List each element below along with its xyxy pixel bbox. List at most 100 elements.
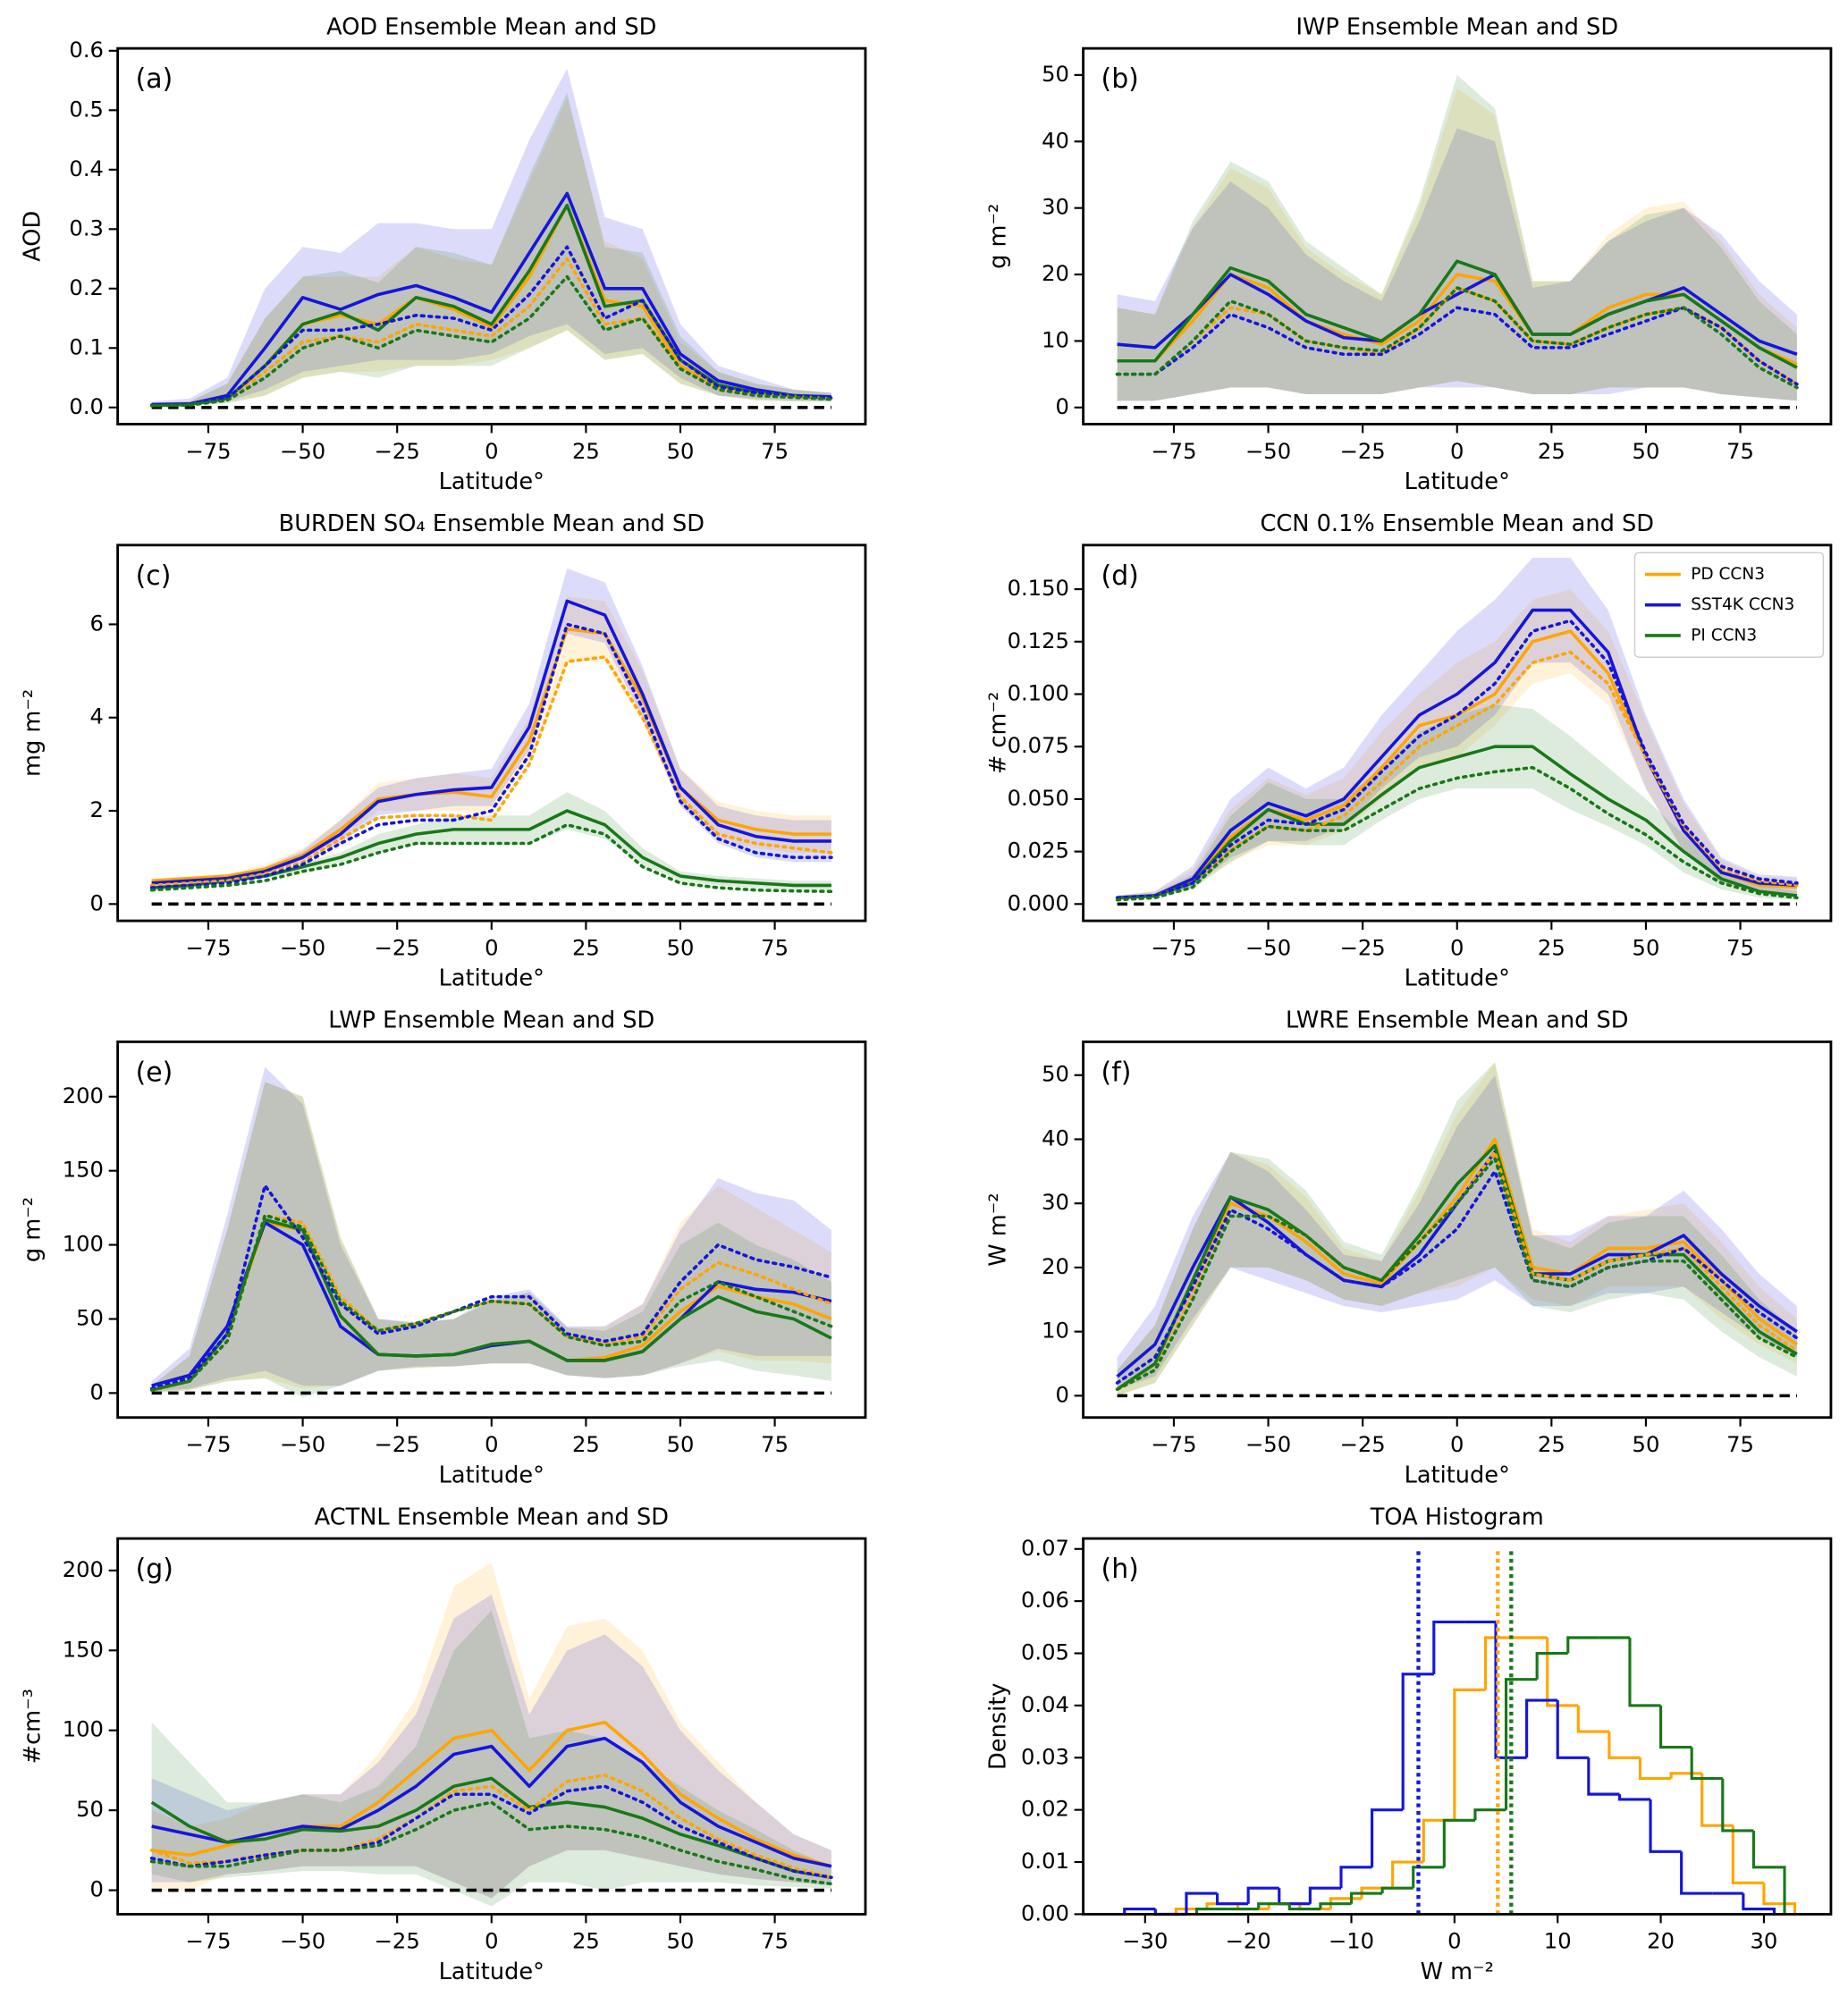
y-tick-label: 10 [1042, 1319, 1069, 1344]
x-tick-label: −50 [1245, 935, 1291, 960]
x-tick-label: 0 [1450, 935, 1464, 960]
sd-band [151, 1082, 831, 1394]
panel-title: LWRE Ensemble Mean and SD [1286, 1007, 1629, 1034]
dotted-line [149, 655, 833, 888]
y-tick-label: 0 [90, 1379, 104, 1404]
y-tick-label: 150 [63, 1637, 104, 1662]
dotted-line [149, 822, 833, 894]
hist-step [1731, 1825, 1764, 1884]
hist-step [1659, 1705, 1692, 1749]
x-tick-label: −75 [1151, 1432, 1196, 1457]
mean-line [1117, 608, 1798, 900]
dotted-line [1115, 1157, 1799, 1391]
x-tick-label: −20 [1226, 1929, 1271, 1954]
x-tick-label: 0 [485, 1929, 498, 1954]
y-tick-label: 0.3 [69, 215, 104, 240]
y-tick-label: 0 [90, 890, 104, 915]
hist-step [1649, 1799, 1682, 1853]
dotted-line [1115, 650, 1799, 900]
dotted-line [149, 274, 833, 408]
x-tick-label: 0 [1450, 1432, 1464, 1457]
y-tick-label: 40 [1042, 128, 1069, 153]
y-tick-label: 0.07 [1021, 1536, 1069, 1561]
panel-annotation: (f) [1101, 1057, 1132, 1089]
sd-band [1117, 704, 1797, 900]
y-tick-label: 0.02 [1021, 1797, 1069, 1822]
y-tick-label: 0.05 [1021, 1640, 1069, 1665]
dotted-line [149, 622, 833, 889]
legend-label: PD CCN3 [1691, 565, 1765, 584]
x-tick-label: 50 [1633, 439, 1660, 464]
y-tick-label: 100 [63, 1717, 104, 1742]
hist-step [1422, 1818, 1455, 1863]
y-tick-label: 200 [63, 1557, 104, 1582]
hist-step [1123, 1907, 1156, 1915]
x-tick-label: −75 [1151, 935, 1196, 960]
hist-step [1215, 1893, 1249, 1906]
panel-annotation: (b) [1101, 63, 1139, 95]
y-tick-label: 50 [76, 1797, 104, 1822]
hist-step [1483, 1636, 1517, 1690]
hist-step [1494, 1622, 1527, 1759]
y-tick-label: 2 [90, 797, 104, 822]
x-tick-label: 75 [1726, 1432, 1754, 1457]
y-tick-label: 6 [90, 611, 104, 636]
dotted-line [1115, 619, 1799, 900]
panel-title: CCN 0.1% Ensemble Mean and SD [1261, 510, 1654, 537]
x-tick-label: −50 [280, 935, 325, 960]
panel: LWRE Ensemble Mean and SD Latitude° W m⁻² −… [985, 1007, 1833, 1488]
y-tick-label: 150 [63, 1158, 104, 1183]
hist-step [1287, 1903, 1321, 1911]
x-tick-label: −25 [375, 935, 420, 960]
x-axis-label: Latitude° [439, 1462, 544, 1488]
x-tick-label: 25 [1538, 935, 1565, 960]
hist-step [1576, 1705, 1609, 1733]
panel: IWP Ensemble Mean and SD Latitude° g m⁻² −7… [985, 13, 1833, 495]
hist-step [1690, 1747, 1723, 1781]
hist-step [1587, 1757, 1620, 1796]
hist-step [1721, 1778, 1754, 1833]
hist-step [1391, 1860, 1424, 1889]
x-tick-label: 50 [1633, 935, 1660, 960]
panel: AOD Ensemble Mean and SD Latitude° AOD −75 −… [20, 13, 867, 495]
y-tick-label: 0.025 [1008, 838, 1069, 864]
y-tick-label: 100 [63, 1232, 104, 1257]
hist-step [1185, 1892, 1218, 1915]
axes-frame [1082, 1041, 1833, 1420]
hist-step [1278, 1888, 1311, 1906]
x-tick-label: 25 [1538, 1432, 1565, 1457]
mean-line [151, 627, 831, 883]
x-tick-label: −75 [185, 439, 231, 464]
y-tick-label: 50 [1042, 62, 1069, 87]
y-tick-label: 0.075 [1008, 733, 1069, 758]
dotted-line [149, 1213, 833, 1392]
x-axis-label: Latitude° [1405, 1462, 1510, 1488]
x-tick-label: 25 [572, 1929, 600, 1954]
y-tick-label: 4 [90, 704, 104, 729]
x-tick-label: −75 [185, 1929, 231, 1954]
y-tick-label: 40 [1042, 1125, 1069, 1150]
y-tick-label: 0.1 [69, 334, 104, 359]
x-tick-label: −50 [280, 1929, 325, 1954]
panel: LWP Ensemble Mean and SD Latitude° g m⁻² −7… [20, 1007, 867, 1488]
x-tick-label: 10 [1544, 1929, 1572, 1954]
y-axis-label: AOD [20, 211, 46, 262]
x-tick-label: 50 [667, 439, 695, 464]
hist-step [1349, 1892, 1383, 1904]
x-axis-label: Latitude° [439, 468, 544, 495]
y-tick-label: 0.000 [1008, 890, 1069, 915]
hist-step [1535, 1651, 1568, 1680]
mean-line [1116, 1143, 1798, 1391]
x-tick-label: 25 [572, 1432, 600, 1457]
x-tick-label: −10 [1329, 1929, 1374, 1954]
x-tick-label: 50 [667, 1929, 695, 1954]
dotted-line [149, 245, 833, 407]
x-tick-label: 50 [667, 935, 695, 960]
x-tick-label: −75 [185, 1432, 231, 1457]
panel: TOA Histogram W m⁻² Density −30 −20 −10 0 10 20 3… [985, 1504, 1833, 1985]
x-tick-label: −25 [1340, 439, 1386, 464]
x-tick-label: 50 [667, 1432, 695, 1457]
dotted-line [149, 257, 833, 408]
mean-line [151, 1736, 832, 1868]
y-tick-label: 30 [1042, 195, 1069, 220]
